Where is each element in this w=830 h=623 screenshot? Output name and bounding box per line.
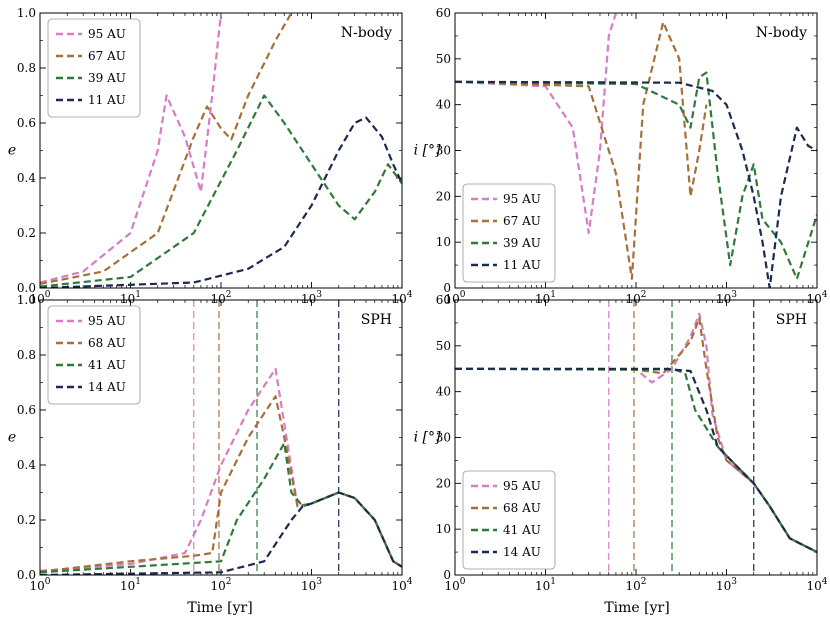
- x-tick-label: 101: [120, 577, 141, 593]
- x-tick-label: 102: [210, 577, 231, 593]
- legend-label: 95 AU: [503, 192, 541, 206]
- x-tick-label: 104: [391, 577, 412, 593]
- panel-e-nbody: 100 101 102 103 1040.00.20.40.60.81.0eN-body…: [8, 6, 413, 306]
- panel-frame: [39, 12, 403, 289]
- y-tick-label: 0.0: [17, 281, 36, 295]
- y-tick-label: 40: [436, 385, 451, 399]
- legend-label: 68 AU: [88, 336, 126, 350]
- legend-label: 68 AU: [503, 501, 541, 515]
- x-tick-label: 104: [806, 577, 827, 593]
- series-line: [40, 13, 293, 285]
- y-tick-label: 20: [436, 189, 451, 203]
- series-group: [455, 312, 817, 554]
- panel-frame: [454, 12, 818, 289]
- y-tick-label: 0.0: [17, 568, 36, 582]
- series-line: [455, 71, 817, 280]
- y-tick-label: 40: [436, 98, 451, 112]
- series-line: [40, 367, 402, 572]
- series-line: [40, 116, 402, 288]
- legend-label: 95 AU: [88, 27, 126, 41]
- legend: 95 AU 67 AU 39 AU 11 AU: [47, 18, 141, 118]
- series-line: [455, 80, 817, 288]
- series-line: [40, 395, 402, 573]
- x-tick-label: 103: [716, 577, 737, 593]
- y-tick-label: 30: [436, 431, 451, 445]
- x-axis-label-right: Time [yr]: [604, 600, 669, 616]
- y-tick-label: 0.2: [17, 226, 36, 240]
- legend-box: [47, 18, 141, 118]
- y-tick-label: 60: [436, 293, 451, 307]
- panel-title: SPH: [776, 312, 807, 328]
- series-line: [40, 94, 402, 288]
- legend-label: 95 AU: [503, 479, 541, 493]
- y-tick-label: 10: [436, 235, 451, 249]
- panel-frame: [39, 299, 403, 576]
- series-group: [40, 13, 402, 288]
- panel-title: N-body: [341, 25, 392, 41]
- series-line: [455, 13, 617, 235]
- y-tick-label: 0.4: [17, 458, 36, 472]
- series-line: [455, 367, 817, 554]
- series-line: [40, 441, 402, 574]
- x-tick-label: 102: [625, 577, 646, 593]
- panel-title: SPH: [361, 312, 392, 328]
- legend: 95 AU 68 AU 41 AU 14 AU: [462, 470, 556, 570]
- legend-label: 11 AU: [503, 258, 541, 272]
- panel-frame: [454, 299, 818, 576]
- panel-e-sph: 100 101 102 103 1040.00.20.40.60.81.0eSPH95 …: [8, 293, 413, 593]
- legend-label: 39 AU: [503, 236, 541, 250]
- legend-label: 39 AU: [88, 71, 126, 85]
- y-tick-label: 60: [436, 6, 451, 20]
- y-tick-label: 50: [436, 339, 451, 353]
- y-tick-label: 0.6: [17, 403, 36, 417]
- legend-label: 67 AU: [88, 49, 126, 63]
- legend-label: 95 AU: [88, 314, 126, 328]
- y-tick-label: 50: [436, 52, 451, 66]
- series-line: [455, 21, 708, 280]
- y-tick-label: 1.0: [17, 6, 36, 20]
- legend: 95 AU 68 AU 41 AU 14 AU: [47, 305, 141, 405]
- y-axis-label: i [°]: [414, 143, 441, 159]
- y-tick-label: 10: [436, 522, 451, 536]
- x-tick-label: 103: [301, 577, 322, 593]
- y-axis-label: e: [8, 430, 16, 446]
- y-tick-label: 0.8: [17, 61, 36, 75]
- y-tick-label: 0: [443, 568, 451, 582]
- x-tick-label: 101: [535, 577, 556, 593]
- legend-label: 41 AU: [503, 523, 541, 537]
- y-tick-label: 1.0: [17, 293, 36, 307]
- y-tick-label: 0.6: [17, 116, 36, 130]
- legend-box: [462, 183, 556, 283]
- y-axis-label: i [°]: [414, 430, 441, 446]
- y-tick-label: 0: [443, 281, 451, 295]
- y-tick-label: 30: [436, 144, 451, 158]
- legend-box: [47, 305, 141, 405]
- y-tick-label: 20: [436, 476, 451, 490]
- series-line: [40, 491, 402, 575]
- legend-label: 67 AU: [503, 214, 541, 228]
- series-line: [40, 13, 223, 284]
- panel-title: N-body: [756, 25, 807, 41]
- y-tick-label: 0.2: [17, 513, 36, 527]
- y-tick-label: 0.4: [17, 171, 36, 185]
- series-group: [40, 367, 402, 575]
- y-axis-label: e: [8, 143, 16, 159]
- legend-label: 14 AU: [503, 545, 541, 559]
- legend-label: 41 AU: [88, 358, 126, 372]
- y-tick-label: 0.8: [17, 348, 36, 362]
- legend-label: 14 AU: [88, 380, 126, 394]
- series-group: [455, 13, 817, 288]
- x-axis-label-left: Time [yr]: [187, 600, 252, 616]
- legend-box: [462, 470, 556, 570]
- legend-label: 11 AU: [88, 93, 126, 107]
- legend: 95 AU 67 AU 39 AU 11 AU: [462, 183, 556, 283]
